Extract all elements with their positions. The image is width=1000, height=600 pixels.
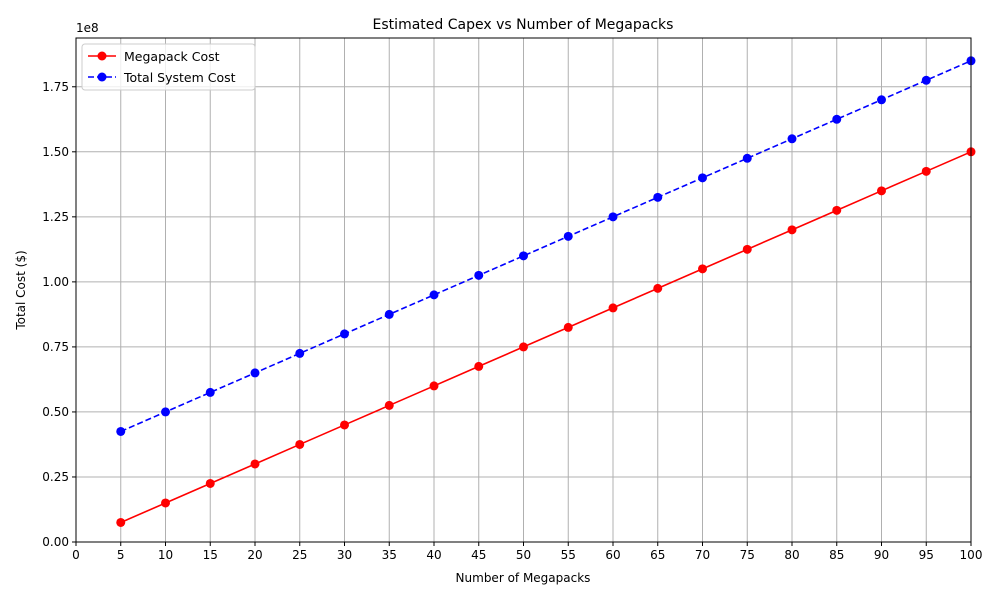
data-point-megapack-cost: [877, 186, 886, 196]
data-point-total-system-cost: [519, 251, 528, 261]
data-point-megapack-cost: [250, 459, 260, 469]
x-tick-label: 70: [695, 548, 710, 562]
x-tick-label: 75: [740, 548, 755, 562]
data-point-megapack-cost: [787, 225, 797, 235]
y-tick-label: 1.75: [42, 80, 69, 94]
data-point-total-system-cost: [877, 95, 886, 105]
x-tick-label: 0: [72, 548, 80, 562]
data-point-megapack-cost: [116, 517, 126, 527]
data-point-total-system-cost: [116, 426, 126, 436]
data-point-megapack-cost: [921, 166, 931, 176]
data-point-megapack-cost: [429, 381, 439, 391]
data-point-megapack-cost: [653, 283, 663, 293]
x-tick-label: 100: [960, 548, 983, 562]
y-tick-label: 0.00: [42, 535, 69, 549]
data-point-total-system-cost: [832, 114, 842, 124]
data-point-total-system-cost: [787, 134, 797, 144]
y-axis: 0.00 0.25 0.50 0.75 1.00 1.25 1.50 1.75: [42, 80, 76, 549]
data-point-total-system-cost: [384, 309, 394, 319]
y-tick-label: 0.50: [42, 405, 69, 419]
data-point-total-system-cost: [295, 348, 305, 358]
y-axis-label: Total Cost ($): [14, 250, 28, 330]
x-tick-label: 60: [605, 548, 620, 562]
x-tick-label: 5: [117, 548, 125, 562]
x-tick-label: 85: [829, 548, 844, 562]
x-tick-label: 45: [471, 548, 486, 562]
series-line-total-system-cost: [120, 60, 972, 433]
y-offset-label: 1e8: [76, 21, 99, 35]
data-point-megapack-cost: [384, 400, 394, 410]
chart-title: Estimated Capex vs Number of Megapacks: [373, 17, 674, 33]
x-tick-label: 55: [561, 548, 576, 562]
y-tick-label: 0.25: [42, 470, 69, 484]
x-axis-label: Number of Megapacks: [456, 571, 591, 585]
data-point-megapack-cost: [563, 322, 573, 332]
legend-label-megapack-cost: Megapack Cost: [124, 49, 220, 64]
data-point-megapack-cost: [519, 342, 528, 352]
x-tick-label: 35: [382, 548, 397, 562]
x-tick-label: 95: [919, 548, 934, 562]
x-tick-label: 40: [426, 548, 441, 562]
x-tick-label: 20: [247, 548, 262, 562]
data-point-total-system-cost: [921, 75, 931, 85]
grid-lines: [75, 38, 972, 543]
y-tick-label: 0.75: [42, 340, 69, 354]
y-tick-label: 1.25: [42, 210, 69, 224]
data-point-megapack-cost: [295, 439, 305, 449]
x-tick-label: 80: [784, 548, 799, 562]
data-point-total-system-cost: [340, 329, 349, 339]
data-point-megapack-cost: [161, 498, 170, 508]
data-point-total-system-cost: [161, 407, 170, 417]
data-point-total-system-cost: [474, 270, 484, 280]
data-point-total-system-cost: [205, 387, 215, 397]
series-megapack-cost: [116, 147, 976, 527]
data-point-megapack-cost: [340, 420, 349, 430]
x-tick-label: 65: [650, 548, 665, 562]
x-tick-label: 15: [203, 548, 218, 562]
data-point-total-system-cost: [563, 231, 573, 241]
data-point-megapack-cost: [832, 205, 842, 215]
x-tick-label: 25: [292, 548, 307, 562]
legend-marker-total-system-cost: [97, 72, 107, 82]
data-point-total-system-cost: [429, 290, 439, 300]
data-point-total-system-cost: [742, 153, 752, 163]
x-tick-label: 30: [337, 548, 352, 562]
x-tick-label: 90: [874, 548, 889, 562]
legend-marker-megapack-cost: [97, 51, 107, 61]
series-layer: [116, 56, 976, 527]
series-line-megapack-cost: [120, 151, 972, 524]
legend-label-total-system-cost: Total System Cost: [123, 70, 236, 85]
data-point-total-system-cost: [608, 212, 618, 222]
data-point-megapack-cost: [608, 303, 618, 313]
legend: Megapack Cost Total System Cost: [81, 43, 256, 91]
data-point-megapack-cost: [698, 264, 707, 274]
data-point-total-system-cost: [698, 173, 707, 183]
y-tick-label: 1.00: [42, 275, 69, 289]
x-tick-label: 50: [516, 548, 531, 562]
series-total-system-cost: [116, 56, 976, 436]
data-point-megapack-cost: [205, 478, 215, 488]
x-tick-label: 10: [158, 548, 173, 562]
legend-box: [81, 43, 256, 91]
data-point-total-system-cost: [653, 192, 663, 202]
y-tick-label: 1.50: [42, 145, 69, 159]
data-point-megapack-cost: [742, 244, 752, 254]
x-axis: 0 5 10 15 20 25 30 35 40 45 50 55 60 65 70 75 80 85 90 95 10…: [72, 542, 982, 562]
data-point-megapack-cost: [474, 361, 484, 371]
data-point-total-system-cost: [250, 368, 260, 378]
